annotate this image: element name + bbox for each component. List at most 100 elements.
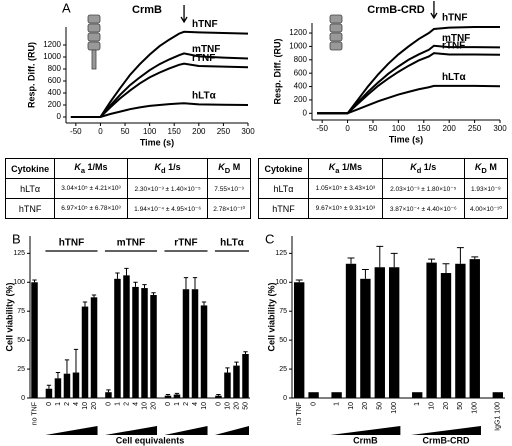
error-bar bbox=[55, 372, 61, 379]
header-cell: Ka 1/Ms bbox=[307, 158, 383, 179]
y-tick-label: 0 bbox=[57, 112, 62, 121]
x-tick-label: 1 bbox=[114, 402, 121, 406]
y-tick-label: 0 bbox=[283, 395, 287, 402]
header-cell: Kd 1/s bbox=[381, 158, 465, 179]
x-tick-label: IgG1 100 bbox=[495, 402, 502, 431]
x-tick-label: 4 bbox=[132, 402, 139, 406]
table-cell: 1.05×10⁵ ± 3.43×10³ bbox=[307, 178, 383, 199]
bar bbox=[164, 395, 172, 398]
x-tick-label: 200 bbox=[443, 124, 457, 133]
constant-symbol: K bbox=[410, 162, 417, 173]
y-tick-label: 50 bbox=[279, 337, 287, 344]
constant-symbol: K bbox=[328, 162, 336, 173]
y-axis-title: Cell viability (%) bbox=[266, 282, 276, 351]
y-tick-label: 75 bbox=[17, 308, 25, 315]
bar bbox=[412, 392, 423, 398]
injection-arrow bbox=[430, 1, 438, 20]
crmb-crd-icon bbox=[329, 14, 343, 51]
table-cell: 9.67×10⁵ ± 9.31×10³ bbox=[307, 198, 383, 219]
table-cell: hLTα bbox=[258, 178, 309, 199]
error-bar bbox=[216, 394, 221, 396]
x-tick-label: 50 bbox=[457, 402, 464, 410]
x-tick-label: 50 bbox=[369, 124, 378, 133]
x-tick-label: 50 bbox=[121, 127, 130, 136]
x-tick-label: 10 bbox=[201, 402, 208, 410]
bar bbox=[182, 289, 190, 398]
series-label: mTNF bbox=[192, 44, 220, 55]
bar bbox=[132, 286, 139, 398]
group-label: rTNF bbox=[174, 238, 197, 249]
table-cell: 1.94×10⁻⁴ ± 4.95×10⁻⁶ bbox=[126, 198, 209, 219]
constant-symbol: K bbox=[474, 162, 482, 173]
x-axis-title: Time (s) bbox=[140, 137, 174, 147]
bar bbox=[440, 273, 452, 398]
table-cell: 2.78×10⁻¹⁰ bbox=[207, 198, 251, 219]
group-label: hLTα bbox=[220, 238, 245, 249]
bar bbox=[200, 305, 208, 398]
y-tick-label: 200 bbox=[48, 100, 62, 109]
x-tick-label: 100 bbox=[143, 127, 157, 136]
bar bbox=[45, 388, 53, 398]
group-label: mTNF bbox=[117, 238, 145, 249]
bar bbox=[90, 297, 98, 398]
error-bar bbox=[32, 279, 37, 283]
x-tick-label: 100 bbox=[391, 402, 398, 414]
panel-letter: B bbox=[12, 231, 21, 246]
table-cell: hLTα bbox=[4, 178, 56, 199]
header-cell: Kd 1/s bbox=[126, 158, 209, 179]
constant-subscript: a bbox=[80, 165, 86, 175]
x-tick-label: no TNF bbox=[31, 402, 38, 425]
error-bar bbox=[151, 292, 156, 296]
error-bar bbox=[428, 258, 436, 263]
panel-letter: A bbox=[62, 0, 71, 15]
error-bar bbox=[243, 351, 248, 355]
x-tick-label: no TNF bbox=[296, 402, 303, 425]
y-tick-label: 1200 bbox=[289, 28, 307, 37]
bar bbox=[81, 306, 89, 398]
x-tick-label: 10 bbox=[141, 402, 148, 410]
y-tick-label: 75 bbox=[279, 308, 287, 315]
error-bar bbox=[456, 247, 464, 264]
bar bbox=[308, 392, 319, 398]
x-tick-label: 1 bbox=[414, 402, 421, 406]
error-bar bbox=[390, 252, 398, 268]
x-tick-label: 100 bbox=[472, 402, 479, 414]
injection-arrow bbox=[180, 5, 188, 24]
table-row: hTNF 9.67×10⁵ ± 9.31×10³ 3.87×10⁻⁴ ± 4.40×… bbox=[258, 198, 509, 219]
table-row: hLTα 3.04×10⁵ ± 4.21×10³ 2.30×10⁻³ ± 1.40×… bbox=[4, 178, 251, 199]
header-row: Cytokine Ka 1/Ms Kd 1/s KD M bbox=[258, 158, 509, 179]
table-cell: 1.93×10⁻⁸ bbox=[463, 178, 509, 199]
y-tick-label: 0 bbox=[303, 108, 308, 117]
y-tick-label: 25 bbox=[17, 366, 25, 373]
bar bbox=[191, 289, 199, 398]
constant-subscript: a bbox=[335, 165, 340, 175]
dose-wedge bbox=[330, 426, 401, 435]
y-tick-label: 800 bbox=[48, 64, 62, 73]
constant-symbol: K bbox=[154, 162, 162, 173]
group-label: CrmB bbox=[353, 435, 378, 445]
bar bbox=[242, 354, 249, 398]
x-axis-title: Cell equivalents bbox=[116, 435, 185, 445]
x-tick-label: 0 bbox=[98, 127, 103, 136]
header-cell: KD M bbox=[207, 158, 251, 179]
y-tick-label: 1000 bbox=[289, 42, 307, 51]
x-tick-label: 100 bbox=[392, 124, 406, 133]
constant-unit: 1/s bbox=[423, 162, 437, 173]
series-line bbox=[70, 30, 249, 118]
x-tick-label: 1 bbox=[333, 402, 340, 406]
y-tick-label: 1200 bbox=[43, 40, 61, 49]
bar bbox=[294, 282, 305, 398]
error-bar bbox=[142, 284, 147, 289]
chart-title: CrmB bbox=[132, 4, 162, 16]
y-tick-label: 25 bbox=[279, 366, 287, 373]
x-tick-label: 150 bbox=[417, 124, 431, 133]
constant-subscript: D bbox=[224, 165, 231, 175]
y-tick-label: 200 bbox=[294, 95, 308, 104]
bar bbox=[492, 392, 503, 398]
error-bar bbox=[183, 277, 189, 290]
x-tick-label: 50 bbox=[377, 402, 384, 410]
bar bbox=[345, 263, 357, 398]
y-tick-label: 600 bbox=[48, 76, 62, 85]
y-tick-label: 100 bbox=[13, 279, 25, 286]
